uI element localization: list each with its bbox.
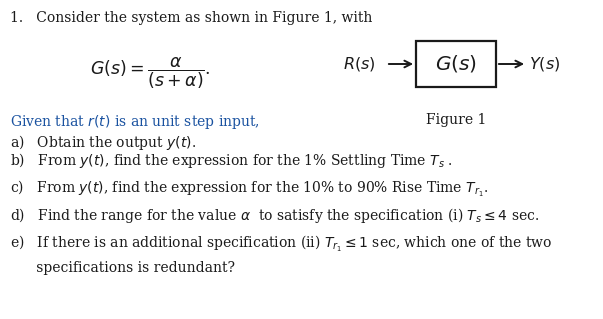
- Text: specifications is redundant?: specifications is redundant?: [10, 261, 235, 275]
- Text: a)   Obtain the output $y(t)$.: a) Obtain the output $y(t)$.: [10, 133, 196, 152]
- Text: 1.   Consider the system as shown in Figure 1, with: 1. Consider the system as shown in Figur…: [10, 11, 373, 25]
- Text: d)   Find the range for the value $\alpha$  to satisfy the specification (i) $T_: d) Find the range for the value $\alpha$…: [10, 206, 539, 225]
- Text: Given that $r(t)$ is an unit step input,: Given that $r(t)$ is an unit step input,: [10, 113, 260, 131]
- Text: $G(s) = \dfrac{\alpha}{(s+\alpha)}$.: $G(s) = \dfrac{\alpha}{(s+\alpha)}$.: [90, 56, 211, 92]
- Text: e)   If there is an additional specification (ii) $T_{r_1} \leq 1$ sec, which on: e) If there is an additional specificati…: [10, 234, 552, 254]
- Text: $R(s)$: $R(s)$: [343, 55, 376, 73]
- Text: Figure 1: Figure 1: [426, 113, 486, 127]
- Text: $G(s)$: $G(s)$: [435, 54, 477, 75]
- Bar: [416, 41, 496, 87]
- Text: c)   From $y(t)$, find the expression for the 10% to 90% Rise Time $T_{r_1}$.: c) From $y(t)$, find the expression for …: [10, 179, 488, 199]
- Text: b)   From $y(t)$, find the expression for the 1% Settling Time $T_s$ .: b) From $y(t)$, find the expression for …: [10, 151, 453, 170]
- Text: $Y(s)$: $Y(s)$: [529, 55, 560, 73]
